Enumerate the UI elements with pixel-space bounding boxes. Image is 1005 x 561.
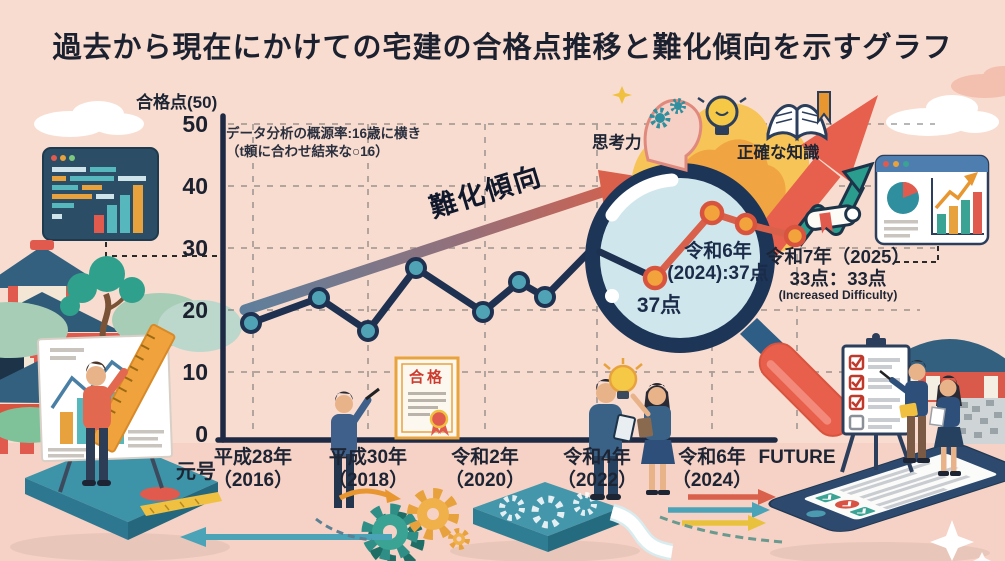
sparkle-icon bbox=[930, 520, 991, 561]
person-clipboard-woman bbox=[630, 383, 675, 495]
y-tick-30: 30 bbox=[182, 235, 208, 261]
y-tick-20: 20 bbox=[182, 297, 208, 323]
lens-score-label: (2024):37点 bbox=[667, 263, 769, 284]
y-tick-40: 40 bbox=[182, 173, 208, 199]
y-tick-50: 50 bbox=[182, 111, 208, 137]
lens-point-label: 37点 bbox=[636, 294, 682, 317]
certificate-icon bbox=[394, 356, 460, 440]
analytics-card-icon bbox=[874, 154, 990, 263]
bonsai-tree-icon bbox=[60, 256, 145, 347]
future-difficulty-label: (Increased Difficulty) bbox=[778, 288, 898, 302]
axes bbox=[215, 113, 778, 443]
person-presenter bbox=[82, 361, 128, 486]
x-tick-year: （2018） bbox=[327, 470, 409, 491]
x-tick-era: FUTURE bbox=[758, 447, 836, 468]
x-tick-r6: 令和6年 （2024） bbox=[642, 446, 782, 492]
person-tablet-man bbox=[589, 378, 636, 500]
x-tick-r4: 令和4年 （2022） bbox=[527, 446, 667, 492]
lightbulb-idea-icon bbox=[603, 358, 643, 399]
x-axis-label: 元号 bbox=[176, 461, 216, 483]
checklist-easel-icon bbox=[840, 333, 914, 473]
person-instructor bbox=[879, 359, 930, 463]
person-pointing bbox=[331, 387, 380, 508]
cloud-right-icon bbox=[886, 95, 999, 136]
thinking-label: 思考力 bbox=[592, 134, 642, 152]
x-tick-year: （2024） bbox=[671, 470, 753, 491]
gear-platform bbox=[473, 482, 674, 561]
x-tick-era: 平成30年 bbox=[328, 447, 408, 468]
y-tick-0: 0 bbox=[195, 421, 208, 447]
future-year-label: 令和7年（2025） bbox=[766, 246, 910, 267]
japanese-building-icon bbox=[888, 339, 1005, 444]
phone-checklist-icon bbox=[768, 443, 1005, 532]
certificate-label: 合格 bbox=[408, 369, 445, 386]
x-tick-era: 令和4年 bbox=[563, 447, 631, 468]
lightbulb-icon bbox=[697, 95, 747, 135]
x-tick-r2: 令和2年 （2020） bbox=[415, 446, 555, 492]
magnifier-icon bbox=[585, 163, 854, 437]
gear-small-icon bbox=[448, 528, 470, 550]
y-tick-10: 10 bbox=[182, 359, 208, 385]
page-title: 過去から現在にかけての宅建の合格点推移と難化傾向を示すグラフ bbox=[52, 32, 953, 64]
book-icon bbox=[766, 91, 831, 142]
x-tick-era: 令和6年 bbox=[678, 447, 746, 468]
y-axis-label: 合格点(50) bbox=[136, 93, 218, 112]
x-tick-era: 平成28年 bbox=[213, 447, 293, 468]
diploma-icon bbox=[804, 204, 862, 234]
cloud-pink-icon bbox=[951, 66, 1005, 98]
score-line-series bbox=[240, 245, 659, 342]
x-tick-h28: 平成28年 （2016） bbox=[183, 446, 323, 492]
brain-gears-icon bbox=[612, 86, 703, 172]
x-tick-future: FUTURE bbox=[727, 446, 867, 469]
code-monitor-icon bbox=[42, 147, 220, 257]
flow-arrows bbox=[180, 488, 783, 547]
knowledge-label: 正確な知識 bbox=[737, 144, 820, 162]
data-note-line1: データ分析の概源率:16歳に横き bbox=[226, 126, 422, 141]
x-tick-era: 令和2年 bbox=[451, 447, 519, 468]
lens-year-label: 令和6年 bbox=[684, 241, 752, 262]
x-tick-h30: 平成30年 （2018） bbox=[298, 446, 438, 492]
x-tick-year: （2020） bbox=[444, 470, 526, 491]
future-score-label: 33点：33点 bbox=[789, 268, 887, 289]
data-note: データ分析の概源率:16歳に横き （t頼に合わせ結来な○16） bbox=[226, 125, 421, 161]
person-student bbox=[928, 375, 964, 476]
gear-orange-icon bbox=[407, 488, 459, 540]
x-tick-year: （2016） bbox=[212, 470, 294, 491]
data-note-line2: （t頼に合わせ結来な○16） bbox=[226, 144, 389, 159]
x-tick-year: （2022） bbox=[556, 470, 638, 491]
cloud-left-icon bbox=[34, 101, 144, 137]
